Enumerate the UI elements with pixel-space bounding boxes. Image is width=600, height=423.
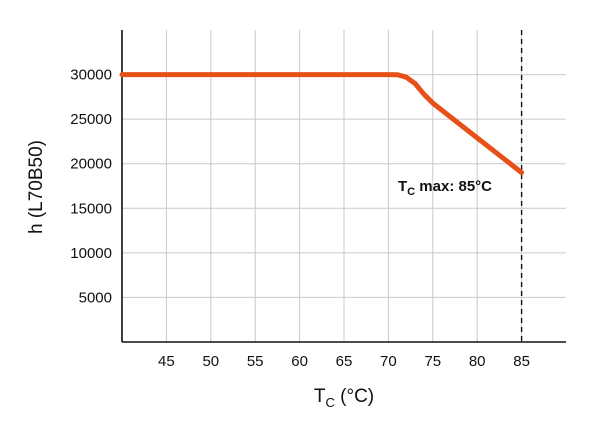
- y-tick-label-30000: 30000: [70, 67, 112, 84]
- y-tick-label-5000: 5000: [79, 289, 112, 306]
- y-tick-label-15000: 15000: [70, 200, 112, 217]
- x-tick-label-80: 80: [469, 353, 486, 370]
- x-tick-label-55: 55: [247, 353, 264, 370]
- y-tick-labels: 5000 10000 15000 20000 25000 30000: [70, 67, 112, 307]
- tc-max-annotation: TC max: 85°C: [398, 178, 492, 198]
- x-tick-label-85: 85: [513, 353, 530, 370]
- axes: [121, 30, 566, 343]
- x-tick-label-50: 50: [202, 353, 219, 370]
- series-line-0: [119, 72, 525, 176]
- grid: [122, 30, 566, 342]
- y-tick-label-25000: 25000: [70, 111, 112, 128]
- x-tick-labels: 45 50 55 60 65 70 75 80 85: [158, 353, 530, 370]
- y-tick-label-10000: 10000: [70, 245, 112, 262]
- series-layer: [119, 30, 525, 342]
- x-tick-label-65: 65: [336, 353, 353, 370]
- x-tick-label-60: 60: [291, 353, 308, 370]
- x-tick-label-45: 45: [158, 353, 175, 370]
- x-tick-label-70: 70: [380, 353, 397, 370]
- y-tick-label-20000: 20000: [70, 156, 112, 173]
- y-axis-title: h (L70B50): [26, 140, 47, 234]
- x-tick-label-75: 75: [424, 353, 441, 370]
- x-axis-title: TC (°C): [314, 386, 374, 410]
